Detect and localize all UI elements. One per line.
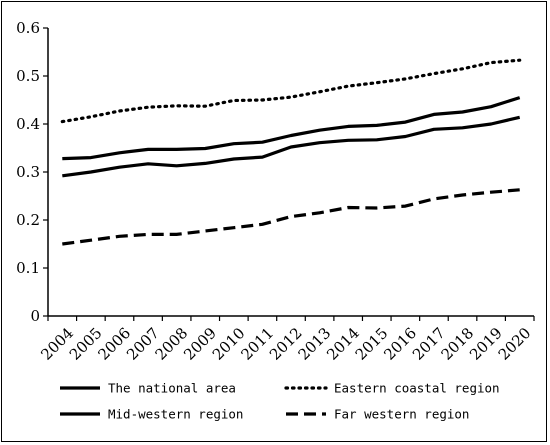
series-lines xyxy=(60,58,522,246)
series-line-eastern-coastal-region xyxy=(60,58,522,124)
y-tick-label: 0.4 xyxy=(16,115,40,133)
x-tick-label: 2004 xyxy=(37,324,77,364)
x-tick-label: 2006 xyxy=(94,324,134,364)
legend-item: Eastern coastal region xyxy=(284,381,500,396)
y-tick-label: 0.3 xyxy=(16,163,40,181)
x-tick-label: 2012 xyxy=(266,324,306,364)
legend-label: The national area xyxy=(108,381,236,396)
x-tick-label: 2015 xyxy=(352,324,392,364)
x-tick-label: 2014 xyxy=(323,324,363,364)
y-tick-label: 0.1 xyxy=(16,259,40,277)
x-tick-label: 2017 xyxy=(409,324,449,364)
x-tick-label: 2020 xyxy=(495,324,535,364)
series-line-mid-western-region xyxy=(62,115,521,178)
y-axis-ticks: 0 0.1 0.2 0.3 0.4 0.5 0.6 xyxy=(16,19,48,325)
x-tick-label: 2009 xyxy=(180,324,220,364)
y-tick-label: 0 xyxy=(30,307,40,325)
x-tick-label: 2011 xyxy=(237,324,277,364)
x-tick-label: 2016 xyxy=(380,324,420,364)
x-tick-label: 2018 xyxy=(438,324,478,364)
legend-item: Far western region xyxy=(286,407,469,422)
x-tick-label: 2019 xyxy=(466,324,506,364)
x-tick-label: 2007 xyxy=(123,324,163,364)
legend-item: Mid-western region xyxy=(60,407,243,422)
y-tick-label: 0.2 xyxy=(16,211,40,229)
series-line-the-national-area xyxy=(62,96,521,161)
legend: The national area Eastern coastal region M… xyxy=(60,381,500,422)
legend-label: Eastern coastal region xyxy=(334,381,500,396)
y-tick-label: 0.5 xyxy=(16,67,40,85)
legend-label: Far western region xyxy=(334,407,469,422)
axes xyxy=(47,28,534,317)
legend-label: Mid-western region xyxy=(108,407,243,422)
y-tick-label: 0.6 xyxy=(16,19,40,37)
series-line-far-western-region xyxy=(62,188,520,246)
x-axis-ticks: 2004200520062007200820092010201120122013… xyxy=(37,316,535,364)
x-tick-label: 2005 xyxy=(66,324,106,364)
x-tick-label: 2013 xyxy=(295,324,335,364)
x-tick-label: 2008 xyxy=(152,324,192,364)
x-tick-label: 2010 xyxy=(209,324,249,364)
legend-item: The national area xyxy=(60,381,236,396)
